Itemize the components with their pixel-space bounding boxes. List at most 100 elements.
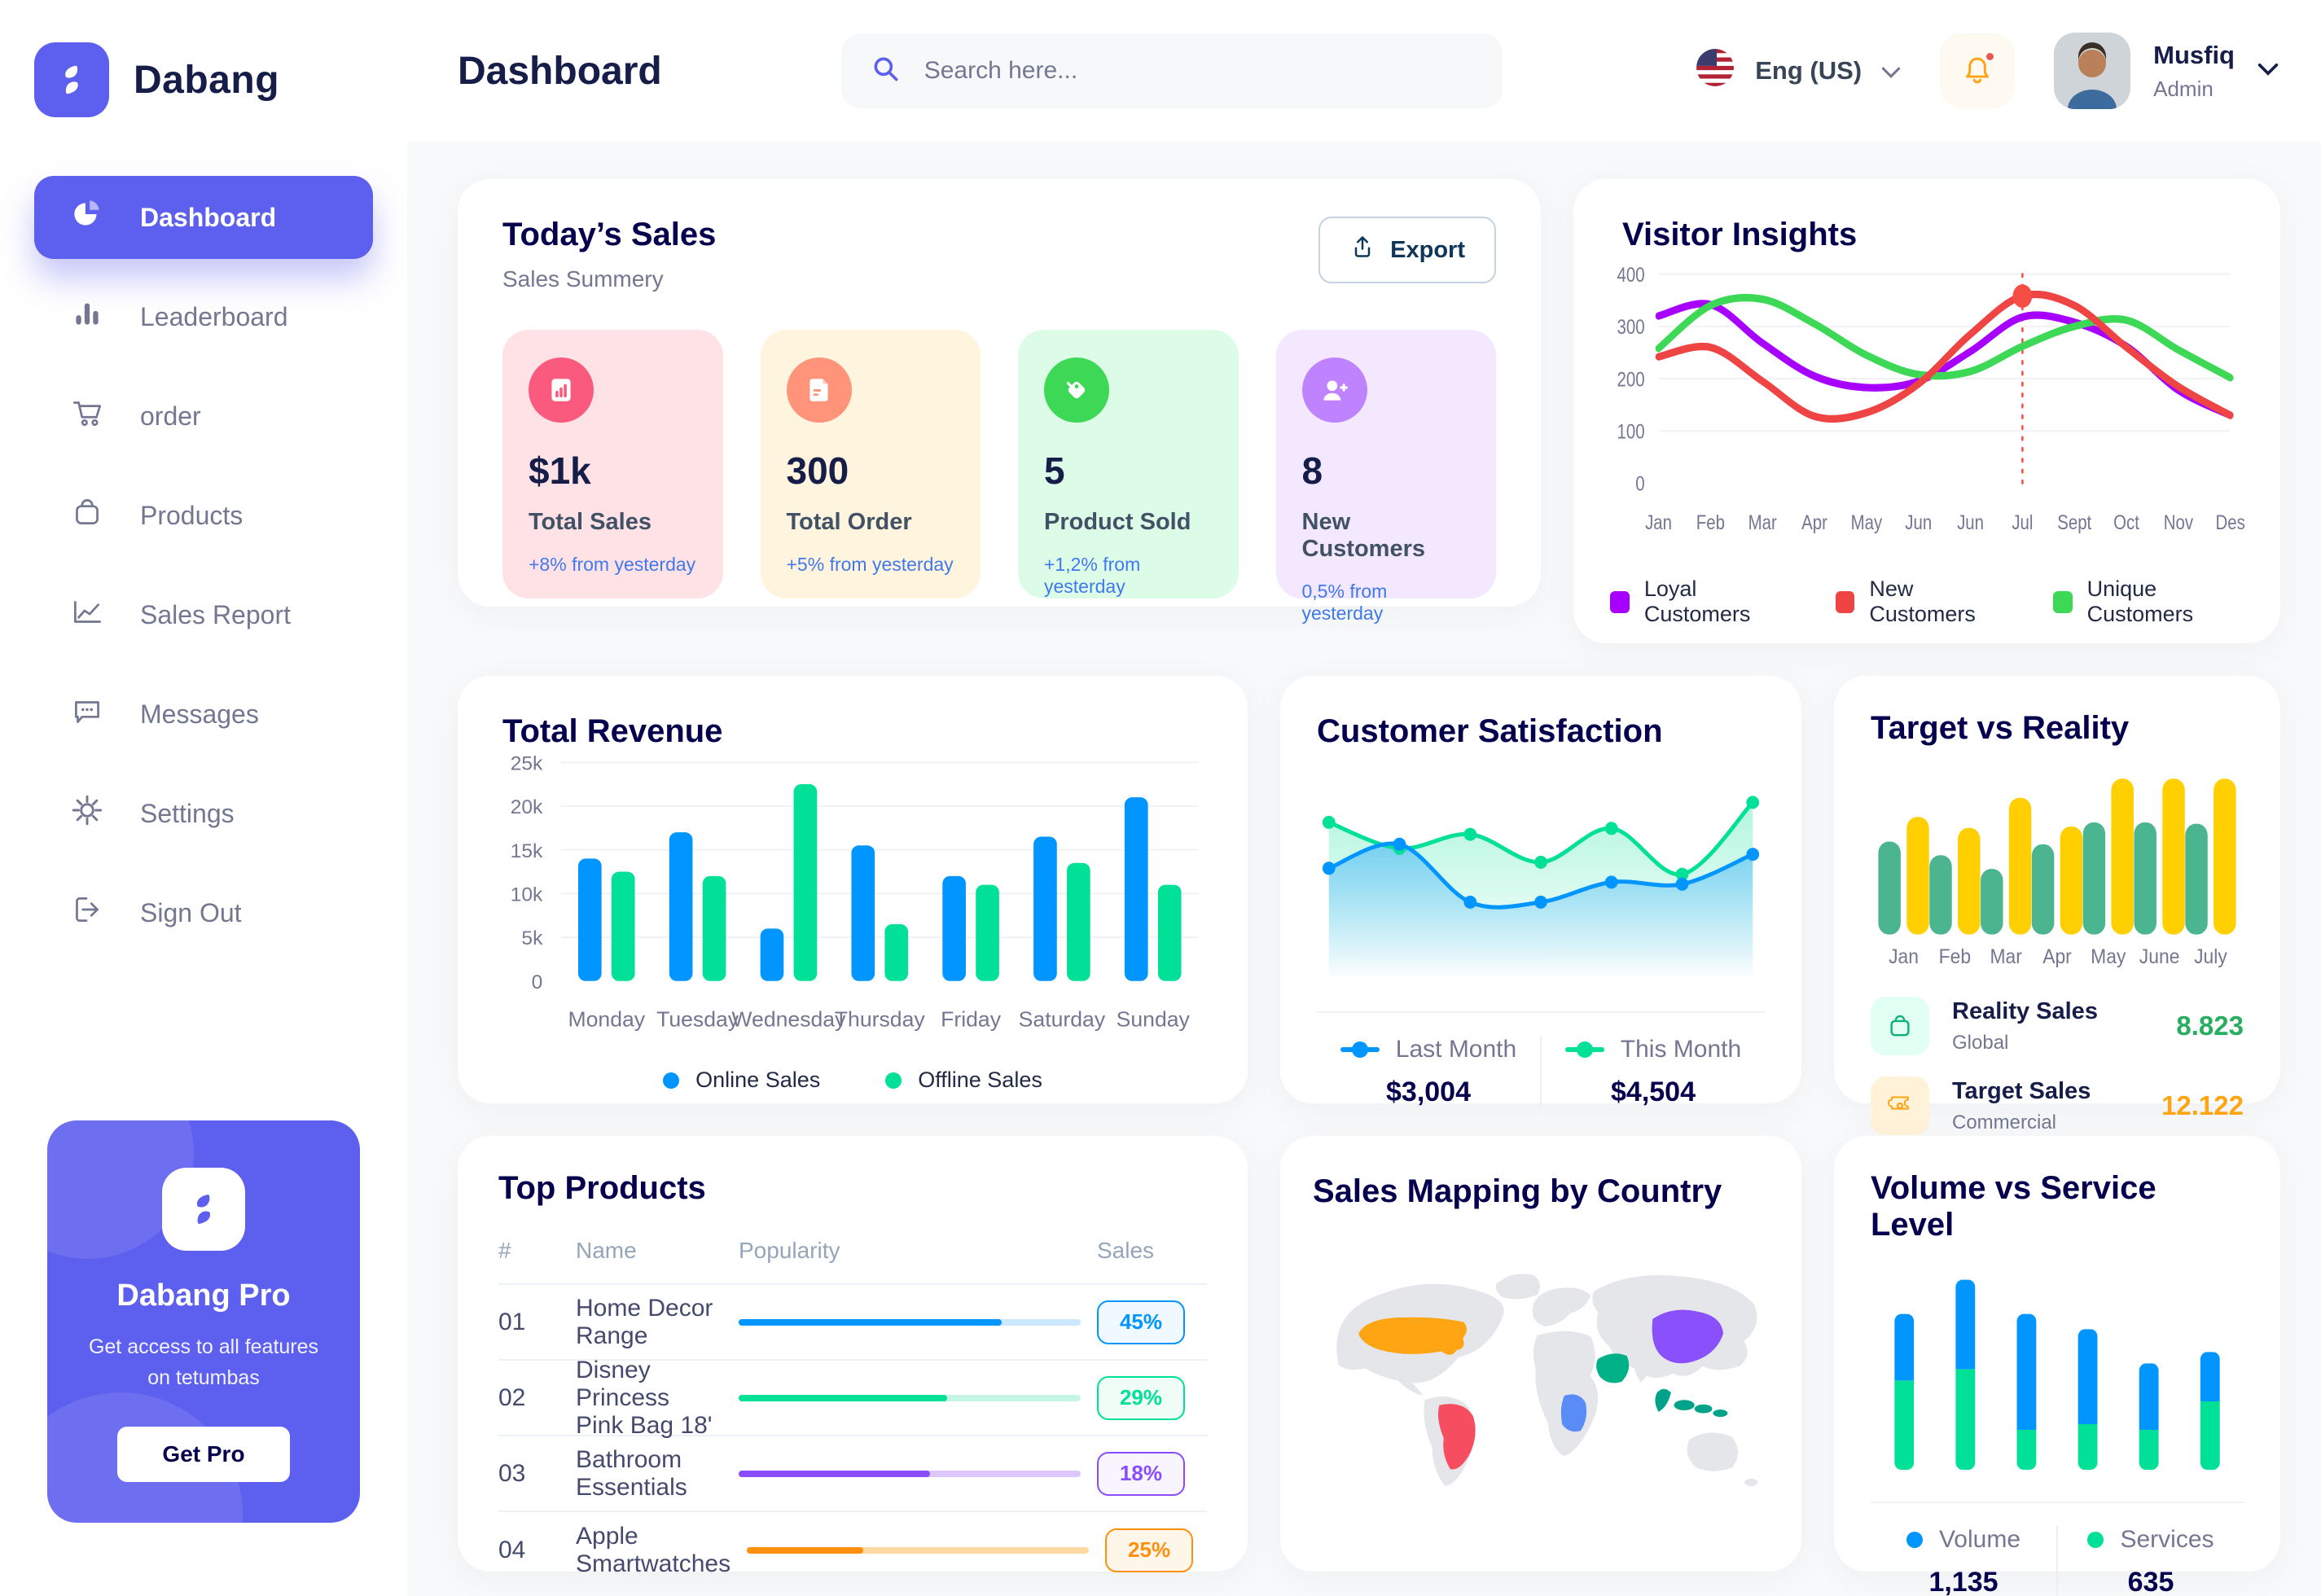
table-row[interactable]: 04 Apple Smartwatches 25% <box>498 1512 1207 1588</box>
table-row[interactable]: 03 Bathroom Essentials 18% <box>498 1436 1207 1512</box>
total-revenue-title: Total Revenue <box>502 713 723 749</box>
language-selector[interactable]: Eng (US) <box>1695 47 1901 94</box>
search-icon <box>871 54 902 89</box>
today-sales-title: Today’s Sales <box>502 217 717 252</box>
export-button[interactable]: Export <box>1318 217 1496 283</box>
sales-badge: 29% <box>1097 1375 1185 1420</box>
svg-text:Apr: Apr <box>2042 945 2072 968</box>
dabang-pro-logo-icon <box>162 1167 245 1251</box>
central-america-shape <box>1397 1370 1424 1396</box>
popularity-bar <box>739 1318 1003 1326</box>
search-bar[interactable] <box>840 33 1503 108</box>
chevron-down-icon <box>1881 56 1901 86</box>
svg-text:20k: 20k <box>511 796 543 818</box>
svg-text:May: May <box>1851 511 1883 533</box>
customer-satisfaction-title: Customer Satisfaction <box>1317 713 1663 749</box>
user-menu[interactable]: Musfiq Admin <box>2054 33 2279 109</box>
volume-service-chart <box>1894 1279 2220 1470</box>
svg-text:Sunday: Sunday <box>1117 1007 1191 1032</box>
svg-text:Sept: Sept <box>2057 511 2092 533</box>
message-icon <box>68 692 106 736</box>
order-file-icon <box>786 357 852 423</box>
sidebar-item-settings[interactable]: Settings <box>34 772 373 855</box>
svg-text:10k: 10k <box>511 884 543 906</box>
language-label: Eng (US) <box>1755 56 1863 85</box>
china-shape <box>1652 1309 1723 1364</box>
svg-text:Saturday: Saturday <box>1019 1007 1106 1032</box>
visitor-insights-card: Visitor Insights 400 300 200 100 0 Jan Feb Mar A… <box>1573 179 2280 643</box>
trend-icon <box>68 593 106 637</box>
today-sales-subtitle: Sales Summery <box>502 266 664 292</box>
table-row[interactable]: 01 Home Decor Range 45% <box>498 1285 1207 1361</box>
sidebar-item-leaderboard[interactable]: Leaderboard <box>34 275 373 358</box>
reality-sales-row: Reality Sales Global 8.823 <box>1871 997 2244 1055</box>
africa-shape <box>1533 1331 1599 1456</box>
sales-mapping-title: Sales Mapping by Country <box>1313 1173 1722 1209</box>
sign-out-icon <box>68 891 106 935</box>
sales-chart-icon <box>529 357 594 423</box>
top-products-header: # Name Popularity Sales <box>498 1238 1207 1285</box>
world-map <box>1336 1274 1758 1486</box>
svg-text:Feb: Feb <box>1696 511 1725 533</box>
sidebar-item-order[interactable]: order <box>34 375 373 458</box>
target-vs-reality-title: Target vs Reality <box>1871 710 2130 746</box>
export-icon <box>1349 234 1375 266</box>
legend-this-month: This Month $4,504 <box>1540 1036 1765 1108</box>
pro-upsell-card: Dabang Pro Get access to all features on… <box>47 1120 360 1523</box>
svg-text:Des: Des <box>2216 511 2245 533</box>
svg-text:Oct: Oct <box>2113 511 2139 533</box>
chevron-down-icon <box>2257 62 2279 81</box>
sidebar-item-sales-report[interactable]: Sales Report <box>34 573 373 656</box>
visitor-insights-title: Visitor Insights <box>1622 217 1858 252</box>
volume-dot <box>1906 1532 1923 1548</box>
usa-shape <box>1358 1317 1468 1355</box>
brazil-shape <box>1437 1404 1476 1470</box>
volume-service-card: Volume vs Service Level Volume 1,135 Ser… <box>1834 1136 2280 1596</box>
sidebar-item-messages[interactable]: Messages <box>34 673 373 756</box>
offline-sales-dot <box>885 1072 902 1089</box>
india-shape <box>1633 1347 1655 1383</box>
stat-new-customers: 8 New Customers 0,5% from yesterday <box>1275 330 1496 624</box>
svg-text:Tuesday: Tuesday <box>656 1007 739 1032</box>
svg-text:Jun: Jun <box>1957 511 1984 533</box>
get-pro-button[interactable]: Get Pro <box>117 1427 290 1482</box>
svg-text:July: July <box>2194 945 2227 968</box>
user-name: Musfiq <box>2153 40 2235 69</box>
volume-service-title: Volume vs Service Level <box>1871 1170 2156 1243</box>
new-zealand-shape <box>1744 1478 1758 1486</box>
new-customer-icon <box>1301 357 1367 423</box>
svg-text:Feb: Feb <box>1939 945 1971 968</box>
top-products-card: Top Products # Name Popularity Sales 01 … <box>458 1136 1248 1577</box>
sidebar-item-dashboard[interactable]: Dashboard <box>34 176 373 259</box>
sidebar-item-sign-out[interactable]: Sign Out <box>34 871 373 954</box>
svg-text:Jul: Jul <box>2012 511 2033 533</box>
sidebar-nav: Dashboard Leaderboard order Products Sal… <box>0 176 407 954</box>
search-input[interactable] <box>922 56 1473 86</box>
unique-customers-swatch <box>2052 590 2073 613</box>
dashboard-content: Today’s Sales Sales Summery Export $1k T <box>407 142 2321 1596</box>
sidebar: Dabang Dashboard Leaderboard order Produ… <box>0 0 407 1596</box>
svg-text:100: 100 <box>1617 421 1644 443</box>
svg-text:Jun: Jun <box>1905 511 1932 533</box>
last-month-marker <box>1340 1041 1380 1058</box>
total-revenue-card: Total Revenue 0 5k 10k 15k 20k 25k Monday Tuesd… <box>458 676 1248 1103</box>
svg-text:Apr: Apr <box>1801 511 1827 533</box>
svg-text:Monday: Monday <box>568 1007 645 1032</box>
svg-text:Friday: Friday <box>941 1007 1002 1032</box>
user-role: Admin <box>2153 76 2214 101</box>
online-sales-dot <box>663 1072 680 1089</box>
sales-badge: 18% <box>1097 1451 1185 1496</box>
sidebar-item-products[interactable]: Products <box>34 474 373 557</box>
dr-congo-shape <box>1560 1394 1587 1432</box>
svg-text:Mar: Mar <box>1990 945 2021 968</box>
tag-icon <box>1044 357 1109 423</box>
us-flag-icon <box>1695 47 1735 94</box>
legend-services: Services 635 <box>2056 1526 2244 1596</box>
target-vs-reality-chart: Jan Feb Mar Apr May June July <box>1878 778 2236 968</box>
svg-text:Thursday: Thursday <box>835 1007 926 1032</box>
australia-shape <box>1687 1432 1739 1471</box>
stat-total-sales: $1k Total Sales +8% from yesterday <box>502 330 723 598</box>
notifications-button[interactable] <box>1940 33 2016 108</box>
table-row[interactable]: 02 Disney Princess Pink Bag 18' 29% <box>498 1357 1207 1439</box>
